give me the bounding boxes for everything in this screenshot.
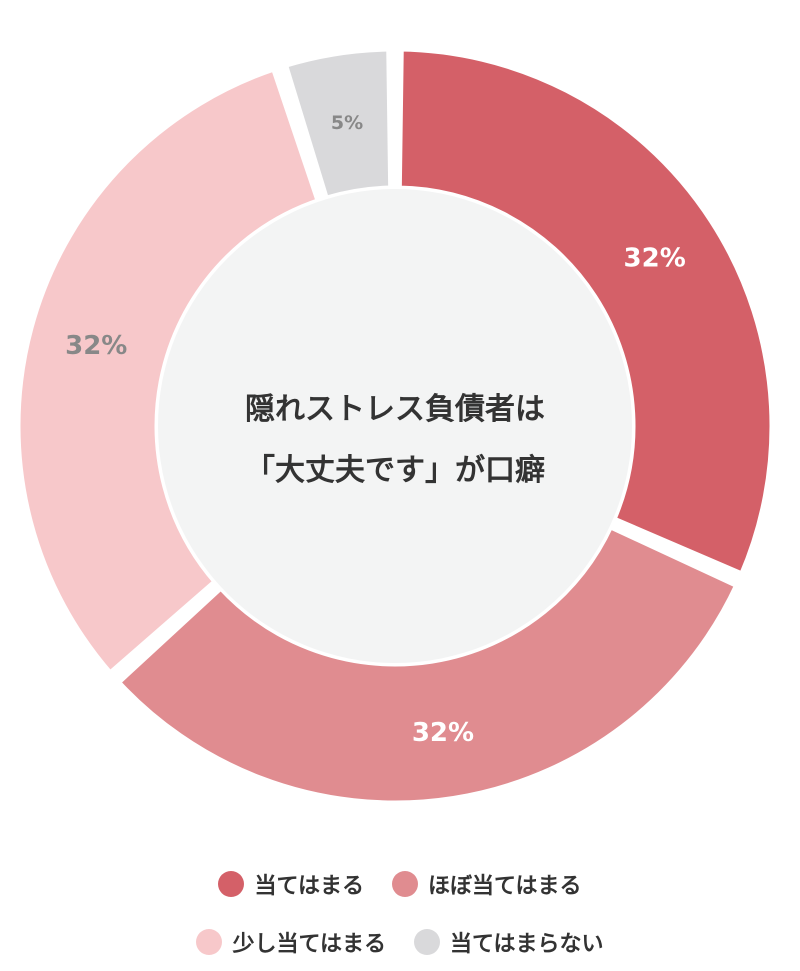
legend-item-hobo-atehamaru: ほぼ当てはまる [392,868,582,900]
center-title-line-1: 隠れストレス負債者は [245,392,545,427]
donut-center [158,189,632,663]
legend-row-1: 当てはまる ほぼ当てはまる [0,868,800,900]
slice-label-atehamaru: 32% [624,244,686,274]
slice-label-atehamaranai: 5% [331,112,363,134]
legend-row-2: 少し当てはまる 当てはまらない [0,926,800,958]
slice-label-hobo-atehamaru: 32% [412,718,474,748]
legend-label: 少し当てはまる [232,932,386,957]
legend-item-atehamaranai: 当てはまらない [414,926,604,958]
legend-swatch [196,929,223,955]
legend-label: 当てはまらない [450,932,604,957]
legend-item-sukoshi-atehamaru: 少し当てはまる [196,926,386,958]
slice-label-sukoshi-atehamaru: 32% [65,331,127,361]
donut-chart-svg: 32% 32% 32% 5% 隠れストレス負債者は 「大丈夫です」が口癖 [17,48,773,804]
legend-swatch [392,871,418,897]
legend-label: ほぼ当てはまる [428,874,582,899]
center-title-line-2: 「大丈夫です」が口癖 [245,453,545,488]
legend-label: 当てはまる [254,874,364,899]
legend-item-atehamaru: 当てはまる [218,868,364,900]
legend-swatch [414,929,440,955]
legend-swatch [218,871,245,897]
